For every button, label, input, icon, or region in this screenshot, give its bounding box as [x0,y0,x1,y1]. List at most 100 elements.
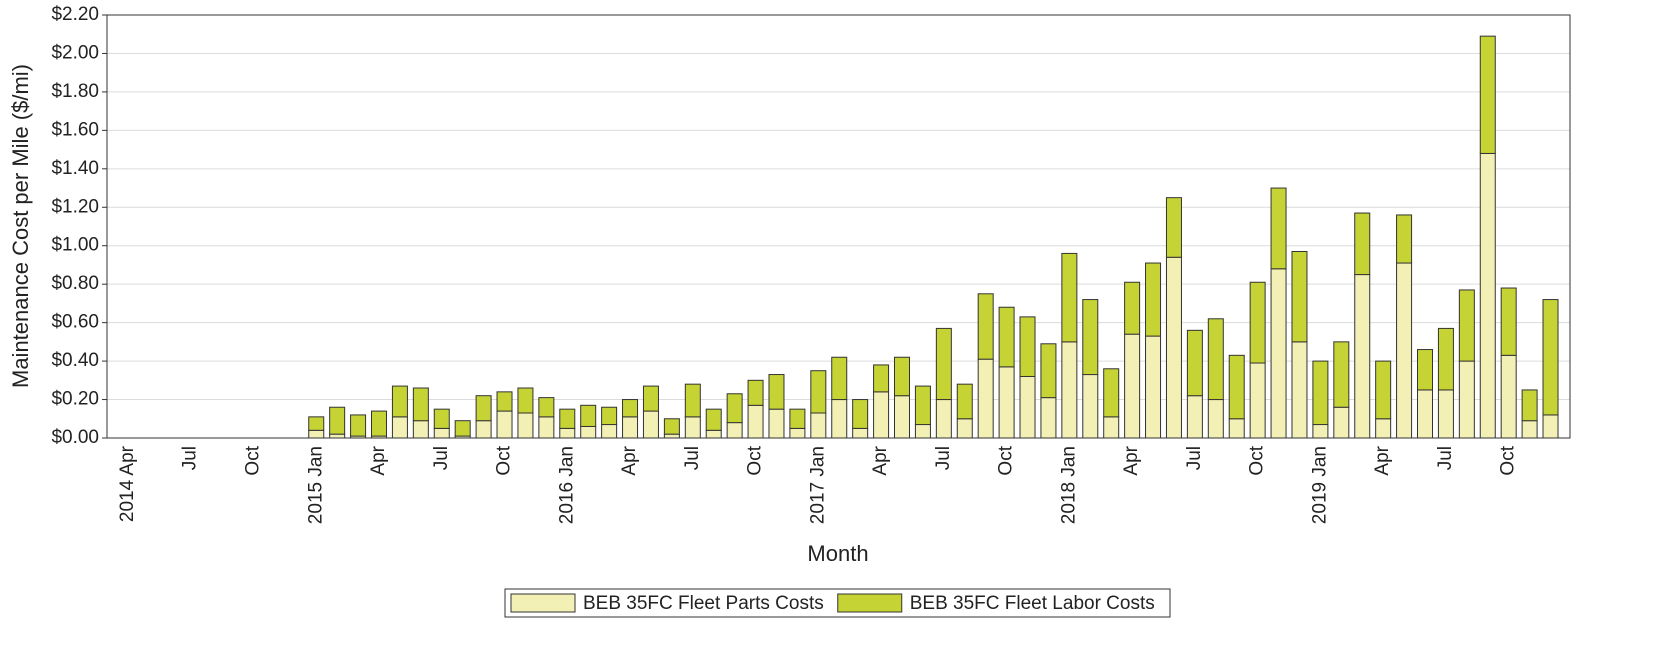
bar-segment [894,356,910,397]
bar-segment [1124,281,1141,335]
bar-segment [1417,349,1433,391]
bar-segment [810,412,827,439]
bar-segment [1458,360,1475,439]
bar-segment [1019,375,1036,439]
bar-segment [1396,214,1413,264]
bar-segment [1291,341,1308,439]
bar-segment [433,427,450,439]
y-tick-label: $0.00 [51,427,99,448]
bar-segment [1333,406,1350,439]
bar-segment [1061,341,1078,439]
bar-segment [1375,418,1392,439]
x-tick-label: Jul [180,446,201,470]
x-tick-label: Apr [1121,445,1142,475]
bar-segment [726,422,743,439]
bar-segment [705,429,722,439]
bar-segment [601,406,618,426]
bar-segment [1103,416,1120,439]
x-tick-label: Oct [745,445,766,475]
legend: BEB 35FC Fleet Parts Costs BEB 35FC Fleet… [504,588,1171,618]
bar-segment [1165,256,1182,439]
bar-segment [935,327,952,401]
bar-segment [1479,152,1496,439]
bar-segment [998,306,1015,368]
x-tick-label: Oct [1498,445,1519,475]
bar-segment [1542,299,1559,416]
bar-segment [914,385,931,426]
bar-segment [1165,197,1182,258]
bar-segment [622,416,639,439]
legend-label: BEB 35FC Fleet Labor Costs [910,593,1155,614]
bar-segment [1270,187,1287,270]
y-tick-label: $1.00 [51,235,99,256]
bar-segment [350,414,367,437]
y-tick-label: $2.20 [51,4,99,25]
bar-segment [1228,354,1245,420]
x-axis-label: Month [807,541,868,566]
bar-segment [914,424,931,439]
x-tick-label: Jul [933,446,954,470]
y-tick-label: $0.60 [51,312,99,333]
bar-segment [663,433,680,439]
bar-segment [1479,35,1496,154]
x-tick-label: Apr [619,445,640,475]
bar-segment [1249,362,1266,439]
bar-segment [1312,360,1329,426]
bar-segment [580,404,597,427]
bar-segment [308,429,325,439]
bar-segment [894,395,910,439]
bar-segment [454,420,471,437]
x-tick-label: Oct [996,445,1017,475]
bar-segment [956,418,973,439]
bar-segment [831,399,848,439]
bar-segment [810,370,827,414]
bar-segment [601,424,618,439]
bar-segment [1542,414,1559,439]
bar-segment [1500,287,1517,356]
bar-segment [475,420,492,439]
bar-segment [789,427,806,439]
bar-segment [517,412,534,439]
bar-segment [391,416,408,439]
bar-segment [496,391,513,412]
bar-segment [475,395,492,422]
bar-segment [1019,316,1036,377]
bar-segment [977,358,994,439]
legend-label: BEB 35FC Fleet Parts Costs [583,593,824,614]
bar-segment [1375,360,1392,420]
bar-segment [747,404,764,439]
bar-segment [1500,354,1517,439]
bar-segment [1061,252,1078,343]
bar-segment [517,387,534,414]
bar-segment [412,420,429,439]
bar-segment [1458,289,1475,362]
x-tick-label: 2015 Jan [305,446,326,524]
x-tick-label: Apr [368,445,389,475]
bar-segment [1040,343,1057,399]
bar-segment [1521,389,1538,422]
bar-segment [705,408,722,431]
bar-segment [1207,399,1224,439]
y-tick-label: $1.80 [51,81,99,102]
bar-segment [329,433,346,439]
bar-segment [935,399,952,439]
bar-segment [873,391,890,439]
x-tick-label: 2016 Jan [556,446,577,524]
x-tick-label: 2014 Apr [117,445,138,522]
bar-segment [684,416,701,439]
bar-segment [852,399,869,429]
bar-segment [1437,389,1454,439]
bar-segment [768,374,785,410]
bar-segment [559,408,576,429]
bar-segment [371,410,387,437]
legend-swatch [837,593,903,613]
bar-segment [998,366,1015,439]
x-tick-label: Jul [431,446,452,470]
bar-segment [1249,281,1266,364]
bar-segment [684,383,701,418]
bar-segment [663,418,680,435]
bar-segment [852,427,869,439]
bar-segment [1207,318,1224,401]
bar-segment [1312,424,1329,439]
